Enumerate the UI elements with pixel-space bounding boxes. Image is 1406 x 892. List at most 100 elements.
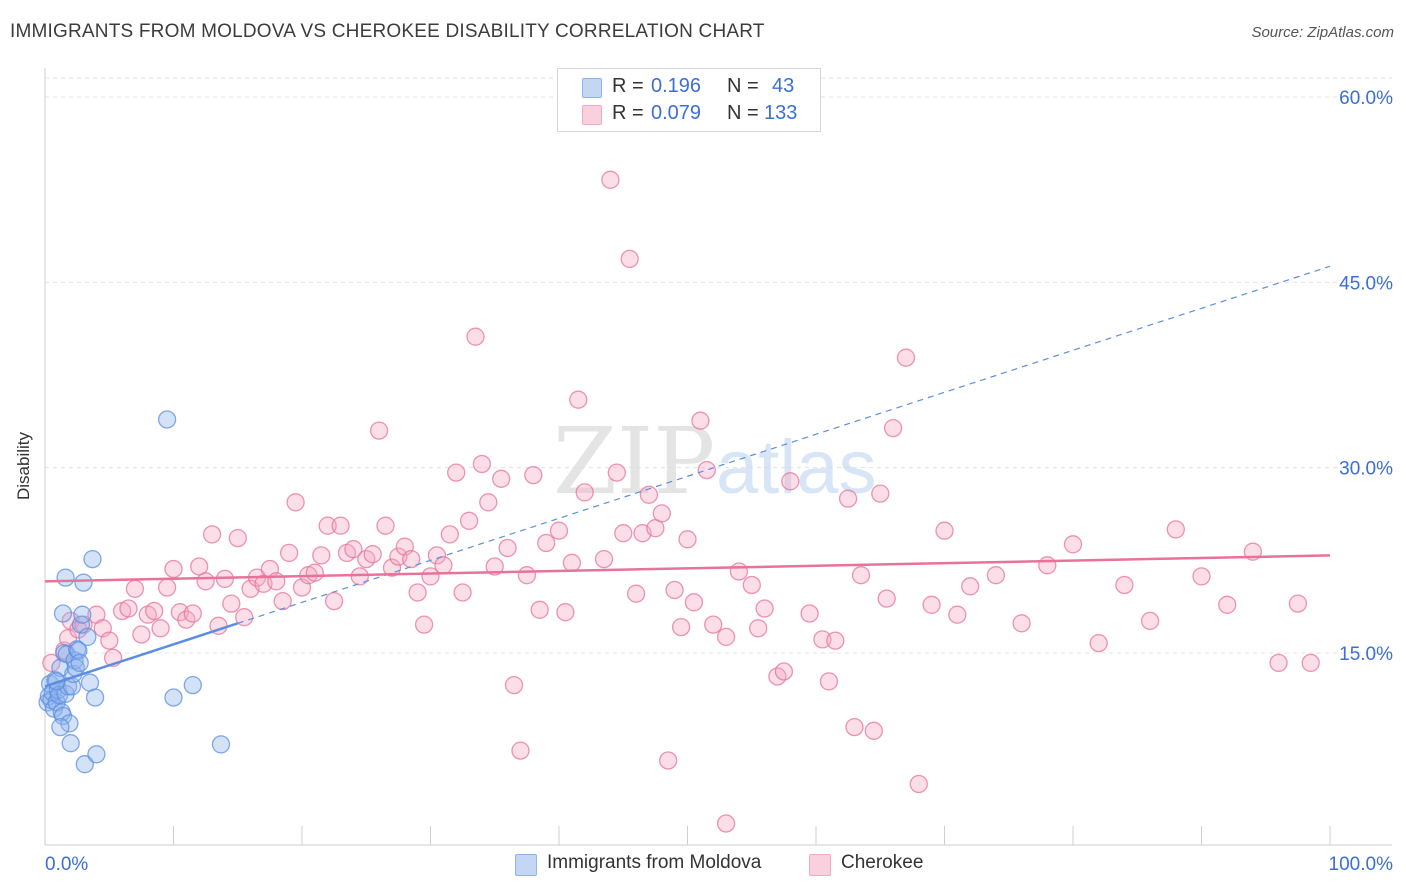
cherokee-point [530,600,549,619]
cherokee-point [742,575,761,595]
cherokee-point [414,615,434,634]
cherokee-point [614,524,633,543]
cherokee-point [819,672,839,691]
cherokee-point [1115,575,1134,595]
cherokee-point [479,493,498,512]
cherokee-point [485,557,504,576]
cherokee-point [119,599,138,618]
moldova-point [51,717,70,737]
cherokee-point [421,567,440,586]
moldova-point [60,714,79,733]
cherokee-point [222,594,241,613]
cherokee-point [1063,535,1083,554]
cherokee-point [42,653,61,673]
cherokee-point [986,566,1006,585]
legend-r-value: 0.196 [651,75,702,97]
cherokee-point [620,249,639,269]
x-tick-label: 0.0% [45,854,88,875]
cherokee-point [504,675,524,695]
cherokee-point [684,593,704,612]
data-points [38,170,1320,833]
cherokee-point [549,521,569,540]
legend-n-value: 43 [772,75,795,97]
cherokee-point [1218,595,1237,614]
cherokee-point [594,549,614,569]
trend-line-dashed [237,265,1331,624]
cherokee-point [652,504,671,523]
legend-label-moldova: Immigrants from Moldova [547,852,762,873]
cherokee-point [324,591,344,611]
cherokee-point [948,605,967,624]
cherokee-point [427,546,447,565]
cherokee-point [145,601,164,621]
cherokee-point [575,483,594,502]
cherokee-point [1288,594,1308,613]
watermark-atlas: atlas [716,425,877,510]
cherokee-point [909,774,928,794]
cherokee-point [826,631,845,650]
correlation-legend: R = 0.196 N = 43 R = 0.079 N = 133 [557,68,821,132]
cherokee-point [659,751,678,770]
cherokee-point [716,627,736,647]
cherokee-point [691,411,710,430]
legend-n-value: 133 [764,102,798,124]
moldova-point [87,745,106,764]
y-tick-label: 15.0% [1339,644,1393,665]
cherokee-point [151,619,170,638]
moldova-point [67,640,87,659]
cherokee-point [157,578,177,597]
cherokee-point [562,553,582,572]
cherokee-point [440,525,459,544]
moldova-point [78,627,97,647]
cherokee-point [228,528,247,548]
cherokee-point [498,538,517,558]
cherokee-point [671,617,691,637]
cherokee-point [871,484,890,503]
cherokee-point [132,625,151,644]
trend-line-solid [44,622,239,688]
cherokee-point [235,608,254,627]
watermark: ZIP atlas [553,408,877,515]
moldova-point [211,735,231,754]
cherokee-point [363,545,382,564]
cherokee-point [838,489,858,508]
cherokee-point [125,579,145,598]
moldova-point [164,688,183,707]
moldova-point [183,675,202,695]
cherokee-point [781,472,800,491]
cherokee-point [350,567,369,586]
cherokee-point [318,516,337,535]
legend-r-value: 0.079 [651,102,702,124]
cherokee-point [601,170,620,189]
cherokee-point [492,469,511,488]
cherokee-point [402,549,421,569]
legend-r-label: R = [612,102,644,124]
moldova-point [61,734,80,753]
moldova-point [75,755,94,774]
cherokee-point [569,390,588,409]
legend-n-label: N = [727,75,759,97]
chart-title: IMMIGRANTS FROM MOLDOVA VS CHEROKEE DISA… [10,21,765,42]
cherokee-point [331,516,350,535]
moldova-point [53,604,73,623]
y-tick-label: 30.0% [1339,459,1393,480]
cherokee-point [883,418,903,438]
cherokee-point [279,543,299,563]
cherokee-point [305,563,324,582]
cherokee-point [376,516,395,535]
legend-label-cherokee: Cherokee [841,852,924,873]
cherokee-point [556,603,575,622]
moldova-point [53,706,73,726]
cherokee-point [729,562,749,581]
cherokee-point [537,533,556,553]
moldova-point [157,410,177,429]
cherokee-point [183,604,202,623]
cherokee-point [286,493,305,512]
moldova-point [56,568,75,587]
cherokee-point [100,631,119,650]
y-tick-label: 45.0% [1339,273,1393,294]
cherokee-point [1038,556,1057,575]
cherokee-point [774,662,794,681]
cherokee-point [877,589,896,608]
